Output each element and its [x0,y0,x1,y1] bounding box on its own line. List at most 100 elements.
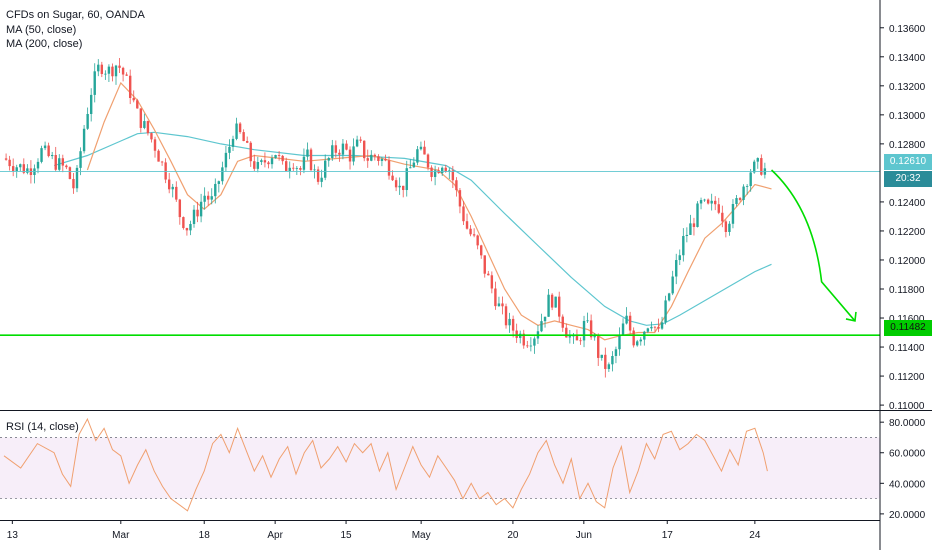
candle-body [277,155,281,156]
candle-body [175,186,178,200]
candle-body [646,328,650,332]
candle-body [136,100,139,109]
candle-body [565,327,568,338]
candle-body [689,223,692,235]
candle-body [724,221,728,232]
candle-body [675,260,678,277]
candle-body [558,296,561,317]
candle-body [11,166,15,172]
candle-body [604,354,607,369]
candle-body [515,330,518,338]
candle-body [19,164,22,168]
candle-body [281,155,284,162]
candle-body [426,154,430,168]
candle-body [153,139,157,151]
time-axis-label: 24 [749,530,761,541]
ma-200-group [53,131,772,326]
candle-body [678,255,681,261]
candle-body [671,276,674,294]
candle-body [111,66,114,77]
rsi-legend: RSI (14, close) [6,421,79,433]
candle-body [203,195,206,202]
candle-body [214,183,217,197]
candle-body [398,185,401,188]
candle-body [409,167,412,169]
candle-body [82,128,86,152]
time-axis-label: 18 [199,530,211,541]
candle-body [696,203,699,227]
candle-body [483,255,486,274]
candle-body [75,167,79,189]
candle-body [68,167,72,179]
candle-body [508,318,511,326]
ma-200-line [53,131,772,326]
candle-body [586,320,589,322]
candle-body [143,121,146,128]
candle-body [753,161,756,173]
price-axis-label: 0.13400 [889,53,926,64]
candle-body [405,168,408,191]
candle-body [167,179,171,190]
candle-body [47,145,50,157]
candle-body [324,160,327,178]
candle-body [348,149,352,162]
candle-body [380,158,384,161]
candle-body [600,354,603,358]
candle-body [245,141,249,143]
candle-body [458,190,462,207]
rsi-line-group [3,417,768,512]
candle-body [210,196,213,200]
candle-body [685,234,689,236]
candle-body [182,217,185,229]
candle-body [320,177,323,182]
candle-body [274,155,277,159]
candle-body [419,146,423,150]
candle-body [391,175,394,181]
candle-body [593,336,596,338]
candle-body [231,138,235,147]
candle-body [540,321,543,332]
candle-body [455,180,458,191]
candle-body [377,156,380,161]
candle-body [100,64,104,74]
candle-body [160,161,164,163]
price-axis-label: 0.11600 [889,314,925,325]
candle-body [402,185,405,191]
candle-body [572,335,575,337]
candle-body [146,121,150,134]
candle-body [653,326,657,328]
candle-body [118,65,121,68]
rsi-axis-label: 20.0000 [889,510,926,521]
candle-body [341,143,345,155]
candle-body [15,167,18,172]
candle-body [61,158,65,166]
candle-body [43,145,47,149]
candle-body [309,149,313,171]
candle-body [735,198,738,205]
candle-body [249,142,252,162]
candle-body [738,198,742,200]
time-axis-label: May [412,530,431,541]
price-axis-label: 0.11400 [889,343,925,354]
candle-body [164,162,167,180]
candle-body [288,167,291,172]
price-axis-label: 0.12000 [889,256,926,267]
candle-body [462,206,465,222]
candle-body [104,73,107,75]
candle-body [89,94,93,114]
candle-body [749,172,752,187]
price-axis-label: 0.13200 [889,82,926,93]
candle-body [621,323,625,335]
candle-body [221,167,224,182]
support-price-badge: 0.11482 [884,320,932,336]
candle-body [703,199,706,201]
candle-body [199,201,203,217]
candle-body [529,345,533,347]
rsi-axis-label: 40.0000 [889,479,926,490]
time-axis-label: 15 [340,530,352,541]
candle-body [504,306,508,326]
price-axis-label: 0.11800 [889,285,925,296]
time-axis-label: Jun [576,530,592,541]
candle-body [58,158,61,170]
